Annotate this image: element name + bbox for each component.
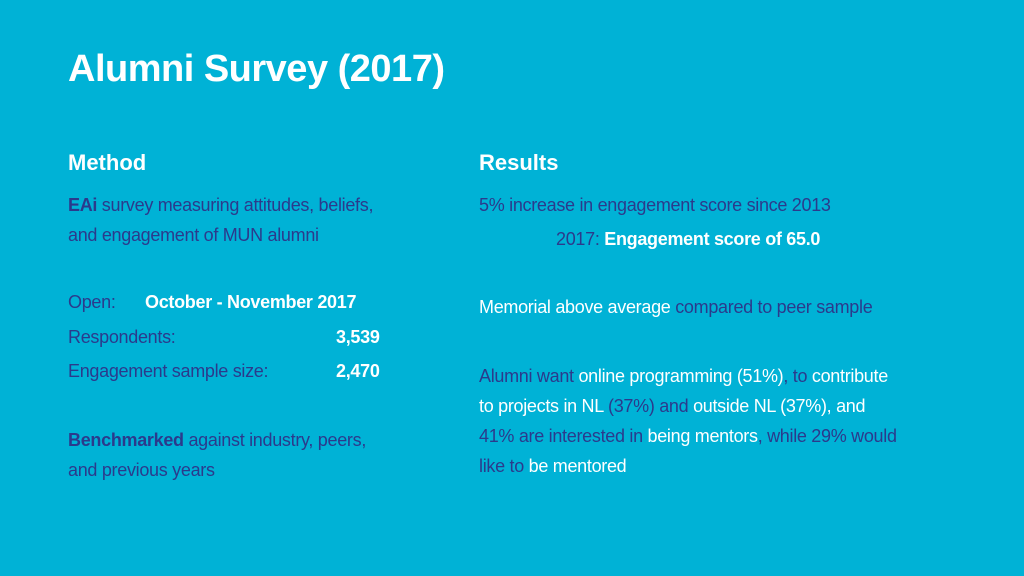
results-column: Results 5% increase in engagement score …	[479, 150, 979, 476]
score-text: Engagement score of 65.0	[604, 229, 821, 249]
method-intro-line2: and engagement of MUN alumni	[68, 225, 319, 245]
alumni-s11: like to	[479, 456, 529, 476]
alumni-s1: Alumni want	[479, 366, 579, 386]
alumni-paragraph: Alumni want online programming (51%), to…	[479, 361, 897, 481]
open-label: Open:	[68, 292, 116, 312]
benchmark-line1: against industry, peers,	[183, 430, 367, 450]
method-column: Method EAi survey measuring attitudes, b…	[68, 150, 448, 480]
increase-text: 5% increase in engagement score since 20…	[479, 195, 831, 215]
memorial-part-b: compared to peer sample	[675, 297, 873, 317]
benchmarked-label: Benchmarked	[68, 430, 184, 450]
memorial-part-a: Memorial above average	[479, 297, 676, 317]
eai-label: EAi	[68, 195, 98, 215]
open-value: October - November 2017	[145, 292, 357, 312]
alumni-s2: online programming (51%)	[578, 366, 784, 386]
memorial-text: Memorial above average compared to peer …	[479, 292, 873, 322]
respondents-label: Respondents:	[68, 327, 176, 347]
alumni-s7: outside NL (37%), and	[693, 396, 866, 416]
respondents-value: 3,539	[336, 327, 380, 347]
slide-title: Alumni Survey (2017)	[68, 48, 445, 90]
alumni-s9: being mentors	[647, 426, 758, 446]
alumni-s6: (37%) and	[608, 396, 694, 416]
results-heading: Results	[479, 150, 559, 175]
method-intro: EAi survey measuring attitudes, beliefs,…	[68, 190, 373, 250]
sample-label: Engagement sample size:	[68, 361, 269, 381]
alumni-s8: 41% are interested in	[479, 426, 648, 446]
score-year: 2017:	[556, 229, 600, 249]
alumni-s10: , while 29% would	[757, 426, 897, 446]
benchmark-text: Benchmarked against industry, peers, and…	[68, 425, 366, 485]
benchmark-line2: and previous years	[68, 460, 215, 480]
alumni-s5: to projects in NL	[479, 396, 608, 416]
alumni-s3: , to	[783, 366, 812, 386]
method-heading: Method	[68, 150, 147, 175]
alumni-s4: contribute	[811, 366, 888, 386]
alumni-s12: be mentored	[528, 456, 627, 476]
sample-value: 2,470	[336, 361, 380, 381]
score-line: 2017: Engagement score of 65.0	[556, 224, 820, 254]
method-intro-line1: survey measuring attitudes, beliefs,	[97, 195, 374, 215]
